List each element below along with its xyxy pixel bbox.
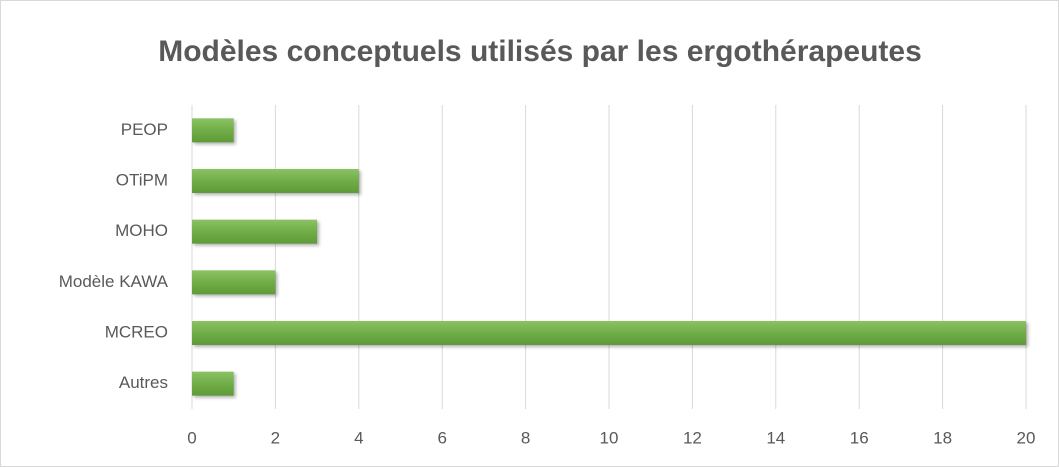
bar [192,270,276,295]
x-tick-label: 4 [354,428,363,447]
bar [192,118,234,143]
y-tick-label: PEOP [121,120,168,139]
y-tick-label: MCREO [105,322,168,341]
x-tick-label: 18 [933,428,952,447]
bar [192,219,318,244]
x-tick-label: 20 [1017,428,1036,447]
x-tick-label: 12 [683,428,702,447]
y-tick-label: Modèle KAWA [59,272,169,291]
bar [192,321,1026,345]
chart-title: Modèles conceptuels utilisés par les erg… [158,35,922,68]
y-tick-label: OTiPM [116,170,168,189]
x-tick-label: 14 [766,428,785,447]
y-tick-label: MOHO [115,221,168,240]
y-tick-label: Autres [119,373,168,392]
bar [192,371,234,396]
x-tick-label: 2 [271,428,280,447]
bar [192,169,359,193]
x-tick-label: 8 [521,428,530,447]
x-tick-label: 10 [600,428,619,447]
x-tick-label: 0 [187,428,196,447]
x-tick-label: 16 [850,428,869,447]
x-tick-label: 6 [437,428,446,447]
